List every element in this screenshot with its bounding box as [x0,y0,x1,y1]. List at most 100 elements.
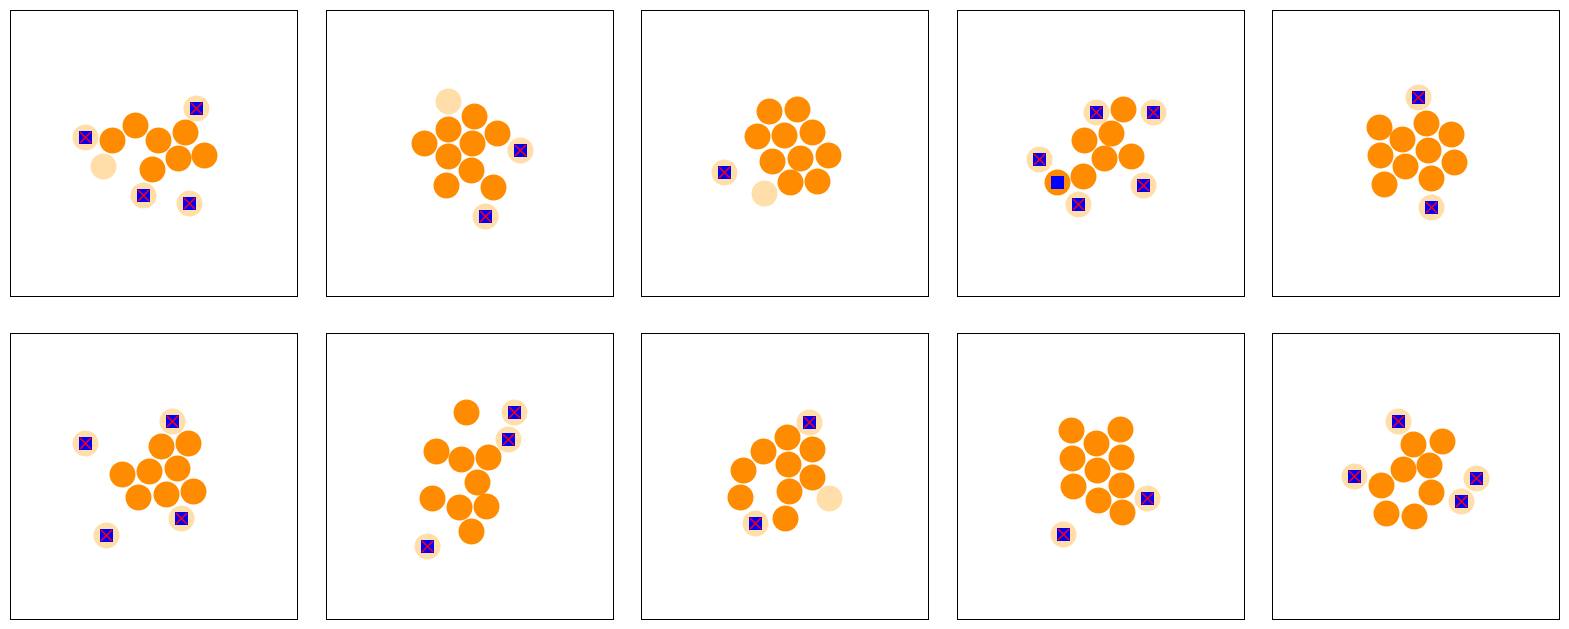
orange-circle [1107,416,1133,442]
orange-circle [164,455,190,481]
orange-circle [136,458,162,484]
flagged-item [1026,146,1052,172]
orange-circle [1059,445,1085,471]
orange-circle [1098,120,1124,146]
panel-4 [956,9,1245,297]
red-x-icon [165,414,179,428]
orange-circle [153,481,179,507]
orange-circle [1392,153,1418,179]
orange-circle [464,469,490,495]
orange-circle [1390,456,1416,482]
flagged-item [72,124,98,150]
flagged-item [1050,521,1076,547]
orange-circle [1058,417,1084,443]
orange-circle [799,119,825,145]
orange-circle [787,145,813,171]
red-x-icon [1391,414,1405,428]
red-x-icon [1056,527,1070,541]
red-x-icon [717,165,731,179]
orange-circle [1060,473,1086,499]
flagged-item [1341,463,1367,489]
orange-circle [1091,145,1117,171]
flagged-item [1418,194,1444,220]
faded-circle [90,153,116,179]
orange-circle [727,484,753,510]
orange-circle [109,461,135,487]
orange-circle [125,484,151,510]
orange-circle [139,156,165,182]
orange-circle [458,518,484,544]
orange-circle [145,127,171,153]
orange-circle [172,119,198,145]
orange-circle [1368,472,1394,498]
orange-circle [484,120,510,146]
orange-circle [1415,137,1441,163]
panel-5 [1271,9,1560,297]
blue-square-marker [1050,175,1064,189]
orange-circle [756,98,782,124]
flagged-item [1130,172,1156,198]
flagged-item [176,190,202,216]
orange-circle [1438,121,1464,147]
orange-circle [148,433,174,459]
orange-circle [1418,165,1444,191]
flagged-item [796,409,822,435]
orange-circle [1085,487,1111,513]
faded-circle [435,88,461,114]
panel-8 [640,332,929,620]
orange-circle [776,478,802,504]
orange-circle [433,172,459,198]
panel-frame [9,9,298,297]
flagged-item [183,95,209,121]
orange-circle [435,116,461,142]
orange-circle [175,430,201,456]
faded-circle [751,180,777,206]
flagged-item [507,137,533,163]
orange-circle [1429,428,1455,454]
orange-circle [475,444,501,470]
orange-circle [165,145,191,171]
red-x-icon [1424,200,1438,214]
panel-2 [325,9,614,297]
panel-6 [9,332,298,620]
faded-circle [816,485,842,511]
red-x-icon [136,188,150,202]
orange-circle [473,493,499,519]
orange-circle [191,142,217,168]
flagged-item [711,159,737,185]
orange-circle [759,148,785,174]
orange-circle [744,123,770,149]
red-x-icon [478,209,492,223]
flagged-item [1083,99,1109,125]
red-x-icon [507,405,521,419]
flagged-item [168,505,194,531]
panel-9 [956,332,1245,620]
red-x-icon [1071,197,1085,211]
flagged-item [1134,485,1160,511]
orange-circle [180,478,206,504]
orange-circle [99,127,125,153]
orange-circle [411,130,437,156]
orange-circle [1084,457,1110,483]
flagged-item [93,522,119,548]
orange-circle [459,130,485,156]
orange-circle [774,424,800,450]
flagged-item [72,430,98,456]
orange-circle [1366,114,1392,140]
orange-circle [750,438,776,464]
orange-circle [1070,163,1096,189]
orange-circle [1118,143,1144,169]
red-x-icon [1469,471,1483,485]
red-x-icon [78,436,92,450]
flagged-item [414,533,440,559]
flagged-item [742,510,768,536]
red-x-icon [513,143,527,157]
orange-circle [1416,452,1442,478]
orange-circle [1413,110,1439,136]
orange-circle [1400,431,1426,457]
orange-circle [1401,503,1427,529]
red-x-icon [802,415,816,429]
flagged-item [130,182,156,208]
orange-circle [771,122,797,148]
